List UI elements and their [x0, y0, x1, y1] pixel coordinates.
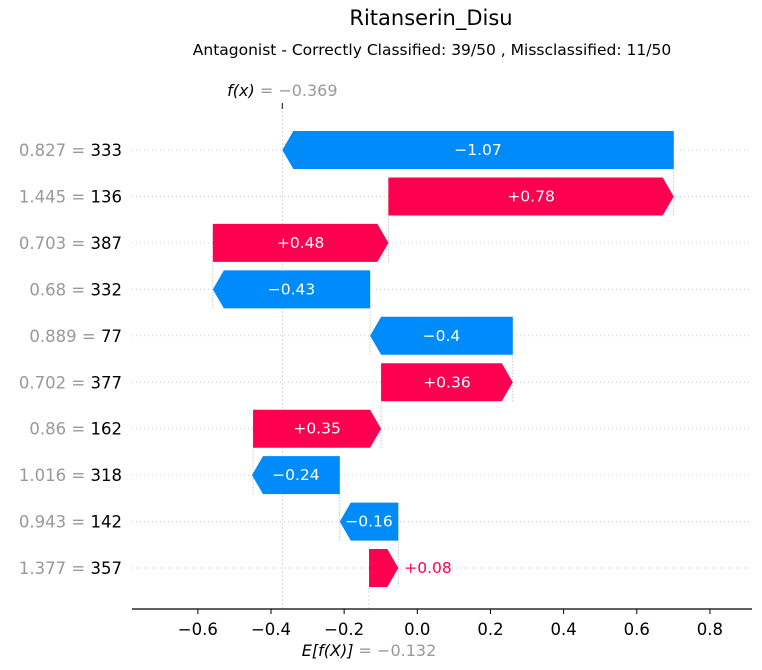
- feature-equals: =: [66, 466, 90, 485]
- waterfall-bar: [370, 316, 513, 355]
- feature-name: 357: [91, 559, 123, 578]
- x-tick-label: −0.2: [324, 620, 364, 639]
- waterfall-bar: [251, 456, 340, 495]
- efx-label: E[f(X)] = −0.132: [302, 641, 436, 660]
- feature-equals: =: [66, 559, 90, 578]
- waterfall-bar: [381, 363, 513, 402]
- feature-value: 0.827: [19, 141, 66, 160]
- bar-value-label: +0.08: [404, 559, 452, 577]
- bar-value-label: −0.16: [345, 513, 393, 531]
- waterfall-bar: [369, 549, 399, 588]
- x-tick-label: 0.0: [404, 620, 430, 639]
- waterfall-bar: [212, 270, 371, 309]
- feature-name: 77: [101, 326, 122, 345]
- feature-label: 1.445 = 136: [19, 187, 122, 206]
- waterfall-bar: [388, 177, 674, 216]
- feature-value: 1.377: [19, 559, 66, 578]
- feature-name: 136: [91, 187, 123, 206]
- feature-equals: =: [66, 187, 90, 206]
- feature-label: 0.703 = 387: [19, 233, 122, 252]
- fx-value: = −0.369: [255, 81, 338, 100]
- feature-value: 0.68: [29, 280, 66, 299]
- efx-value: = −0.132: [353, 641, 436, 660]
- chart-title: Ritanserin_Disu: [349, 6, 513, 30]
- bar-value-label: −0.4: [423, 327, 461, 345]
- feature-name: 387: [91, 233, 123, 252]
- bar-value-label: −1.07: [454, 141, 502, 159]
- feature-equals: =: [66, 233, 90, 252]
- waterfall-bar: [253, 409, 382, 448]
- waterfall-bar: [212, 223, 389, 262]
- feature-equals: =: [66, 373, 90, 392]
- feature-name: 142: [91, 512, 123, 531]
- feature-name: 318: [91, 466, 123, 485]
- fx-symbol: f(x): [227, 81, 255, 100]
- chart-subtitle: Antagonist - Correctly Classified: 39/50…: [192, 41, 672, 59]
- feature-equals: =: [66, 141, 90, 160]
- bar-value-label: −0.43: [268, 280, 316, 298]
- efx-symbol: E[f(X)]: [302, 641, 354, 660]
- feature-name: 162: [91, 419, 123, 438]
- bar-value-label: +0.35: [293, 420, 341, 438]
- feature-label: 0.827 = 333: [19, 141, 122, 160]
- feature-label: 0.889 = 77: [29, 326, 122, 345]
- x-tick-label: −0.4: [251, 620, 291, 639]
- feature-value: 0.943: [19, 512, 66, 531]
- waterfall-bar: [282, 131, 674, 169]
- feature-label: 0.702 = 377: [19, 373, 122, 392]
- bar-value-label: +0.48: [277, 234, 325, 252]
- feature-name: 377: [91, 373, 123, 392]
- feature-value: 0.86: [29, 419, 66, 438]
- feature-label: 0.68 = 332: [29, 280, 122, 299]
- feature-equals: =: [77, 326, 101, 345]
- x-tick-label: 0.2: [477, 620, 503, 639]
- fx-label: f(x) = −0.369: [227, 81, 337, 100]
- feature-value: 1.445: [19, 187, 66, 206]
- feature-equals: =: [66, 419, 90, 438]
- feature-value: 0.889: [29, 326, 76, 345]
- feature-value: 0.702: [19, 373, 66, 392]
- x-tick-label: 0.8: [697, 620, 723, 639]
- x-tick-label: −0.6: [178, 620, 218, 639]
- bar-value-label: +0.36: [423, 373, 471, 391]
- feature-label: 0.943 = 142: [19, 512, 122, 531]
- feature-label: 1.377 = 357: [19, 559, 122, 578]
- feature-label: 1.016 = 318: [19, 466, 122, 485]
- feature-value: 0.703: [19, 233, 66, 252]
- feature-label: 0.86 = 162: [29, 419, 122, 438]
- bar-value-label: −0.24: [272, 466, 320, 484]
- x-tick-label: 0.4: [550, 620, 576, 639]
- feature-equals: =: [66, 512, 90, 531]
- x-tick-label: 0.6: [624, 620, 650, 639]
- feature-equals: =: [66, 280, 90, 299]
- bar-value-label: +0.78: [507, 187, 555, 205]
- feature-value: 1.016: [19, 466, 66, 485]
- waterfall-bar: [339, 502, 399, 541]
- feature-name: 333: [91, 141, 123, 160]
- feature-name: 332: [91, 280, 123, 299]
